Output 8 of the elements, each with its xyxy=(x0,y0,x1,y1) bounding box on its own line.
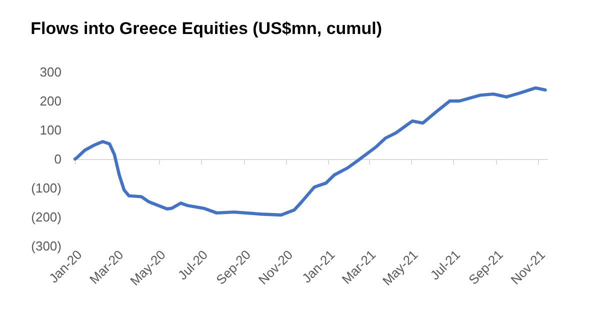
y-tick-label: 200 xyxy=(40,94,62,108)
y-tick-label: 100 xyxy=(40,122,62,138)
chart-title: Flows into Greece Equities (US$mn, cumul) xyxy=(30,19,382,38)
y-tick-label: (200) xyxy=(31,210,62,224)
y-tick-label: (100) xyxy=(31,180,62,196)
y-tick-label: 0 xyxy=(54,152,62,166)
line-series xyxy=(73,86,547,217)
y-tick-label: 300 xyxy=(40,64,62,80)
